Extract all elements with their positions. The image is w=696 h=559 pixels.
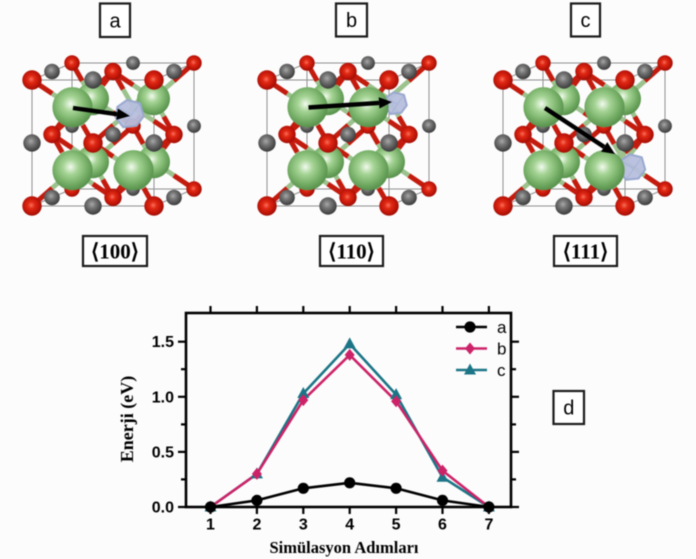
svg-text:5: 5	[392, 517, 401, 534]
svg-text:2: 2	[252, 517, 261, 534]
svg-text:3: 3	[299, 517, 308, 534]
svg-text:b: b	[346, 10, 357, 32]
svg-text:0.0: 0.0	[152, 500, 174, 517]
svg-text:7: 7	[484, 517, 493, 534]
svg-text:a: a	[497, 318, 507, 337]
svg-text:⟨100⟩: ⟨100⟩	[91, 240, 139, 264]
svg-text:a: a	[109, 10, 121, 32]
svg-text:d: d	[563, 398, 574, 420]
svg-text:c: c	[497, 361, 506, 380]
svg-text:⟨110⟩: ⟨110⟩	[328, 240, 375, 264]
svg-text:1.0: 1.0	[152, 389, 174, 406]
svg-text:0.5: 0.5	[152, 444, 174, 461]
svg-text:Enerji (eV): Enerji (eV)	[117, 376, 138, 462]
svg-text:6: 6	[438, 517, 447, 534]
svg-text:⟨111⟩: ⟨111⟩	[563, 240, 609, 264]
svg-text:4: 4	[345, 517, 354, 534]
svg-text:1: 1	[206, 517, 215, 534]
svg-text:b: b	[497, 340, 506, 359]
svg-text:c: c	[581, 10, 591, 32]
svg-text:1.5: 1.5	[152, 334, 174, 351]
svg-text:Simülasyon Adımları: Simülasyon Adımları	[270, 538, 419, 557]
